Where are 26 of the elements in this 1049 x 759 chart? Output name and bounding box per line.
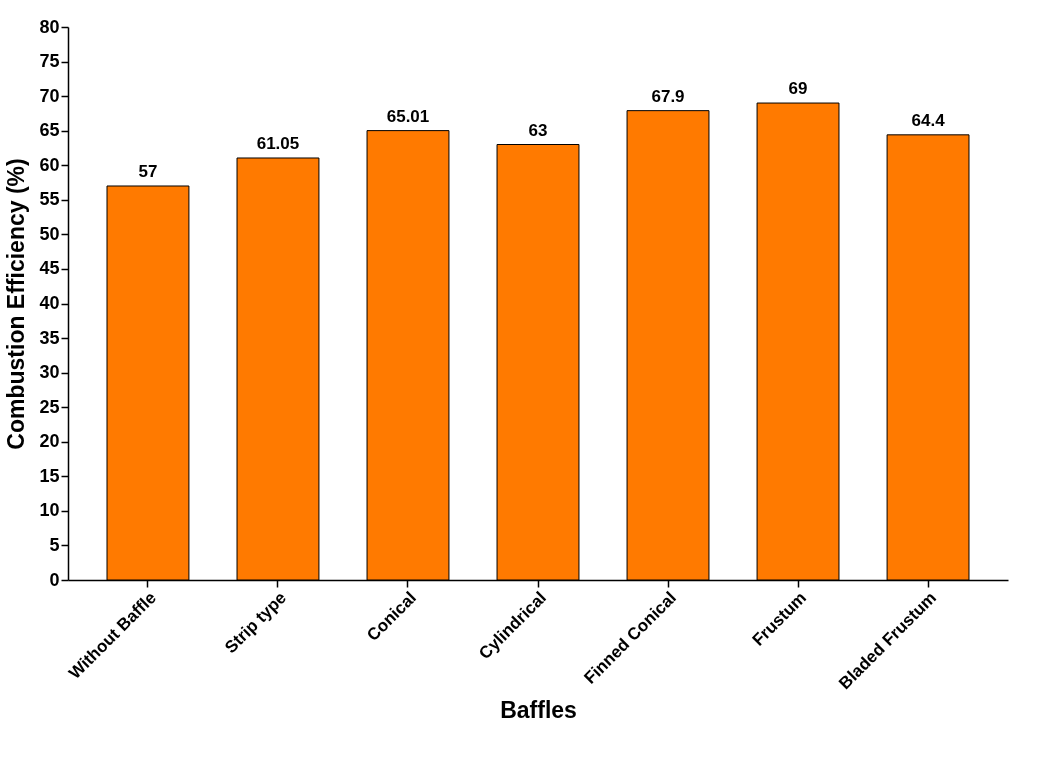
y-tick-label: 5 <box>49 534 60 555</box>
data-label: 65.01 <box>386 106 430 126</box>
y-tick-label: 80 <box>39 16 60 37</box>
data-label: 64.4 <box>911 110 946 130</box>
data-label: 69 <box>788 79 808 99</box>
y-tick-label: 50 <box>39 223 60 244</box>
y-tick-label: 55 <box>39 189 60 210</box>
data-label: 63 <box>528 120 548 140</box>
data-label: 57 <box>138 161 158 181</box>
x-axis-title: Baffles <box>500 697 577 724</box>
y-tick-label: 40 <box>39 293 60 313</box>
data-label: 67.9 <box>651 86 685 106</box>
y-tick-label: 30 <box>39 362 60 383</box>
y-tick-label: 0 <box>49 569 60 590</box>
y-tick-label: 60 <box>39 154 60 175</box>
y-tick-label: 45 <box>39 258 60 279</box>
data-label: 61.05 <box>256 133 300 153</box>
y-tick-label: 25 <box>39 396 60 417</box>
y-tick-label: 65 <box>39 120 60 141</box>
y-axis-title: Combustion Efficiency (%) <box>3 158 30 450</box>
y-tick-label: 75 <box>39 51 60 72</box>
y-tick-label: 35 <box>39 327 60 348</box>
y-tick-label: 70 <box>39 85 60 106</box>
y-tick-label: 20 <box>39 431 60 452</box>
y-tick-label: 15 <box>39 465 60 486</box>
y-tick-label: 10 <box>39 500 60 521</box>
